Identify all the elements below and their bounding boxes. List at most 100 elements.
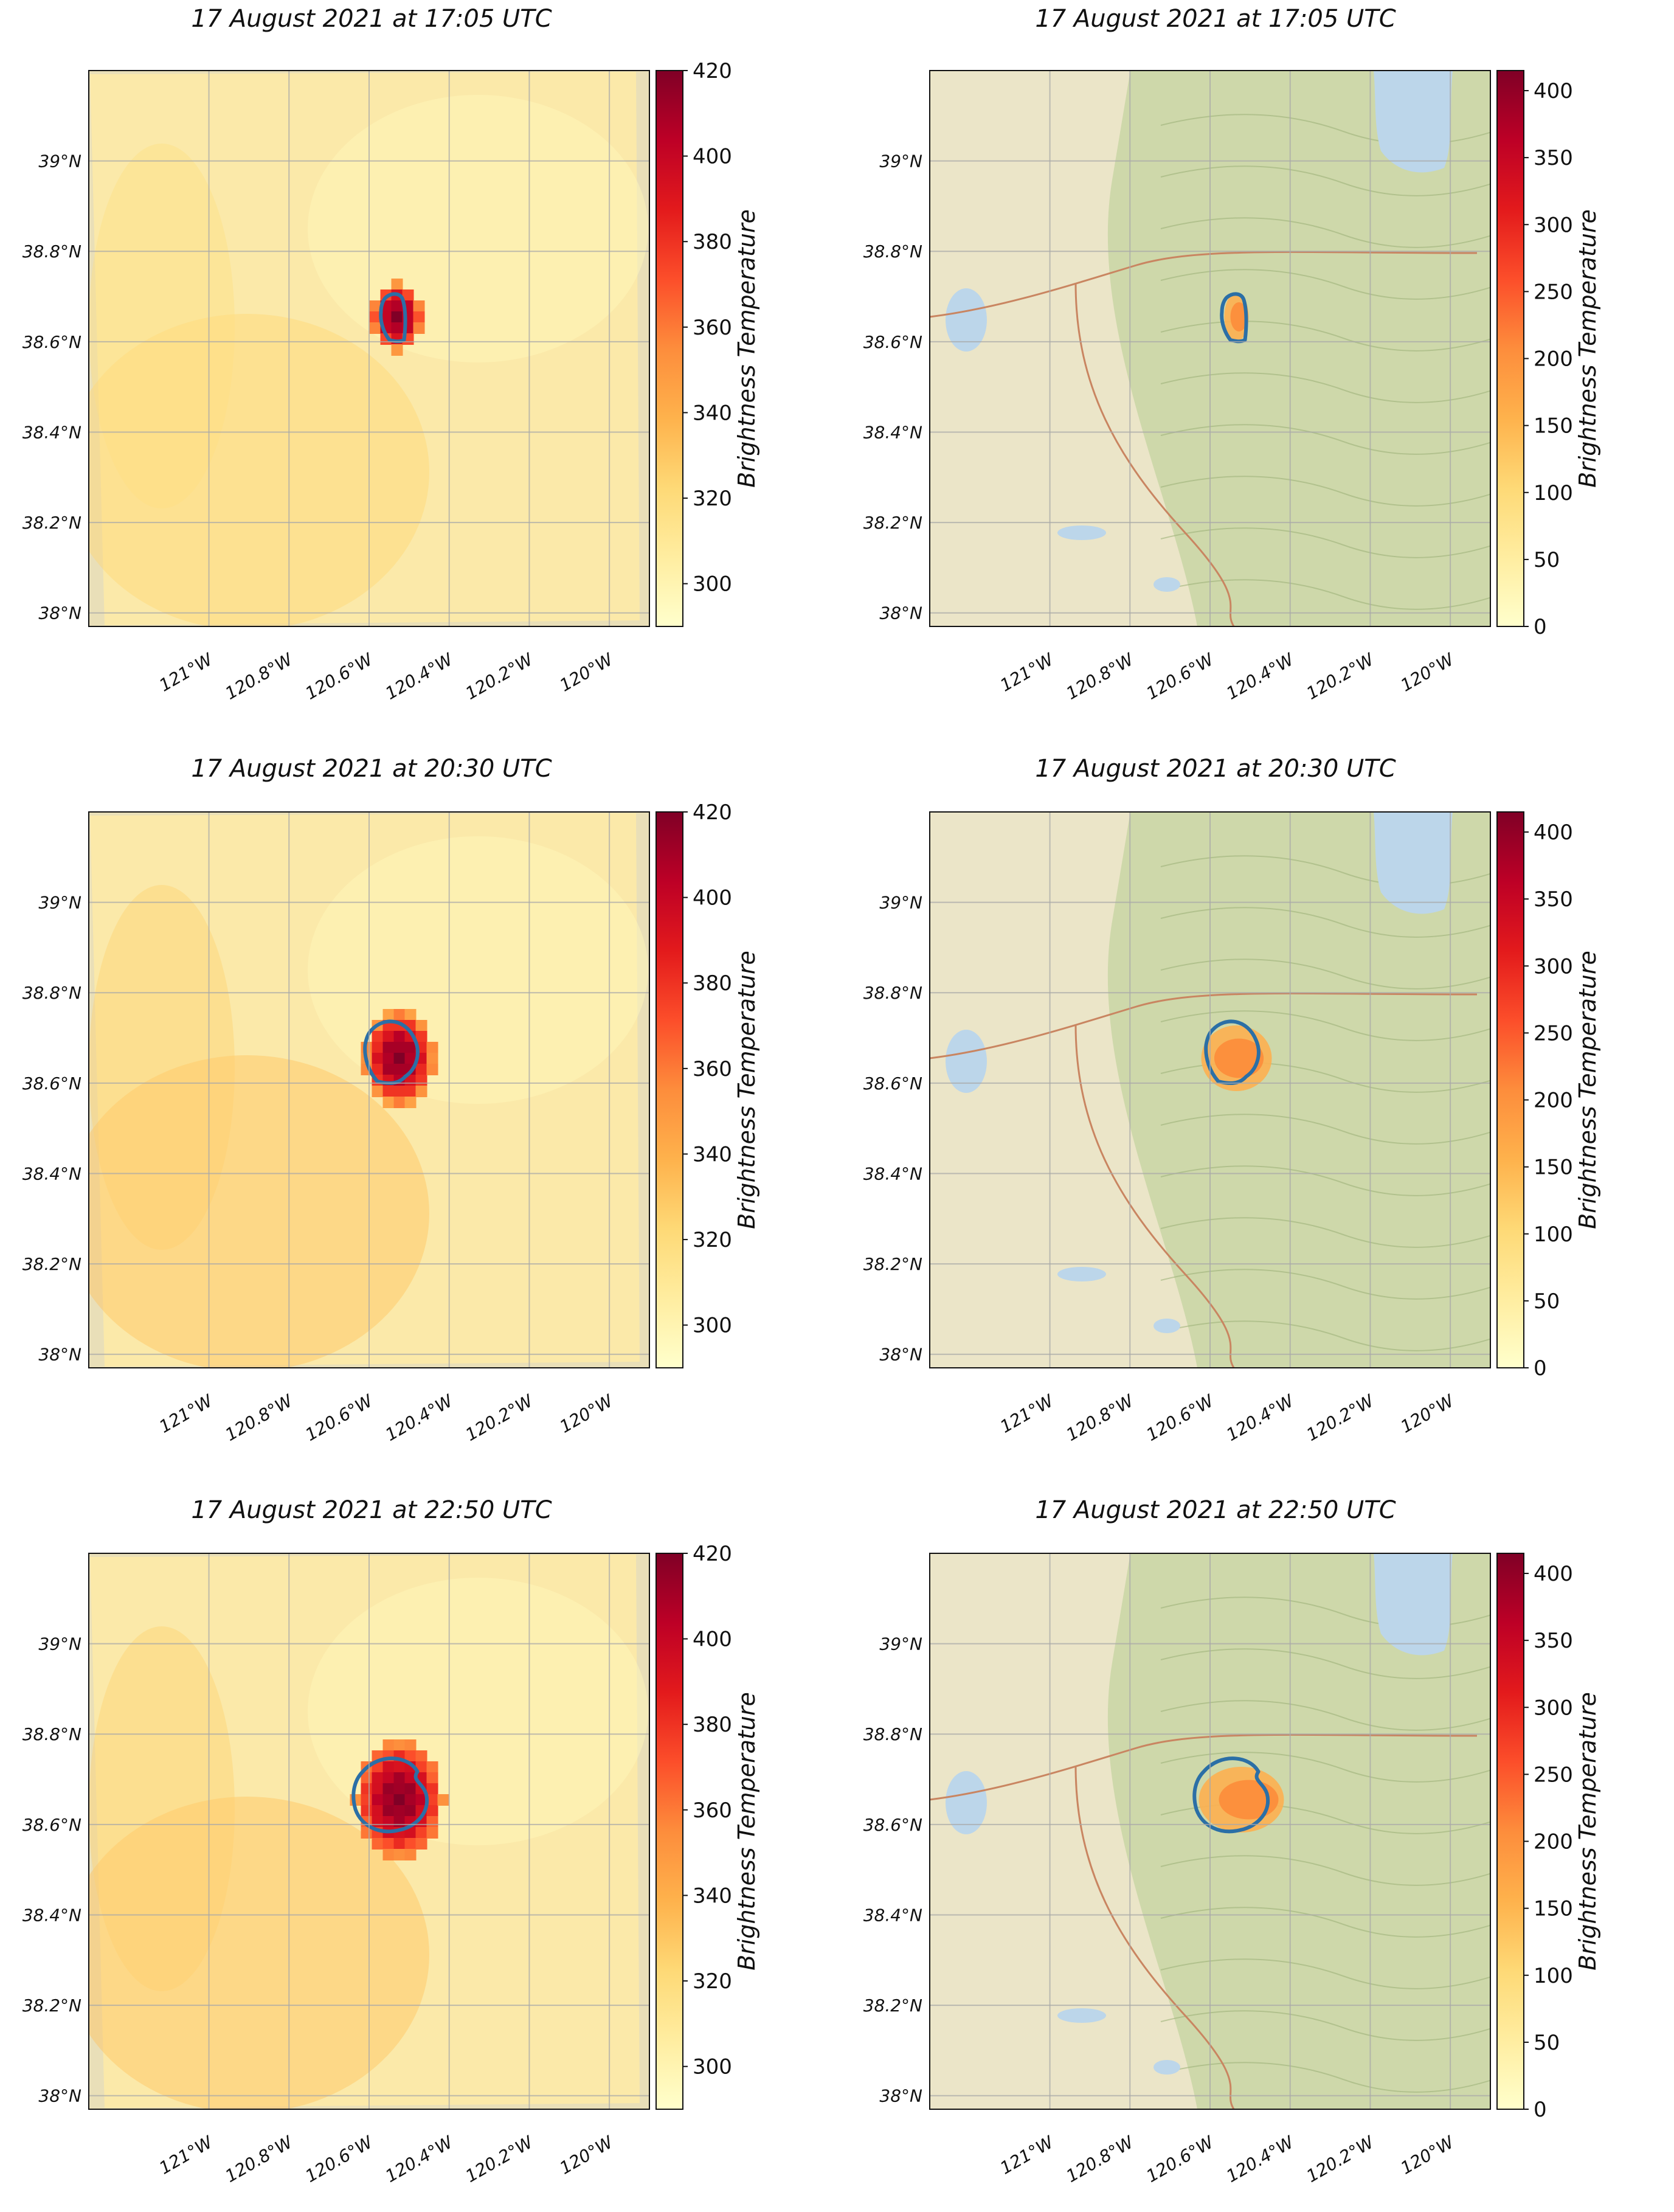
lat-tick-label: 38°N <box>879 2086 922 2106</box>
colorbar-tick-label: 320 <box>693 487 732 511</box>
ridge-line <box>1160 1165 1490 1196</box>
colorbar-tick-label: 340 <box>693 1884 732 1908</box>
map-area <box>930 812 1490 1368</box>
fire-pixel <box>382 1030 395 1042</box>
fire-pixel <box>393 1085 406 1097</box>
fire-pixel <box>372 1030 384 1042</box>
ridge-line <box>1160 1958 1490 1989</box>
map-panel: 17 August 2021 at 20:30 UTC 39°N 38.8°N 38.… <box>841 741 1674 1471</box>
lon-tick-label: 120.6°W <box>1143 2132 1217 2186</box>
fire-pixel <box>415 1085 427 1097</box>
ridge-line <box>1160 1269 1490 1300</box>
fire-pixel <box>372 1063 384 1075</box>
lat-tick-label: 38.4°N <box>863 1905 922 1925</box>
lat-tick-label: 39°N <box>879 893 922 913</box>
fire-pixel <box>393 1848 406 1860</box>
fire-pixel <box>426 1805 438 1817</box>
lat-tick-label: 38°N <box>879 603 922 623</box>
colorbar: 0 50 100 150 200 250 300 350 400 Brightness Tempe… <box>1496 1553 1601 2122</box>
fire-pixel <box>415 1750 427 1762</box>
highway <box>1074 283 1235 626</box>
fire-pixel <box>372 1783 384 1795</box>
colorbar-tick-label: 400 <box>693 1628 732 1652</box>
fire-pixel <box>393 1052 406 1064</box>
lat-tick-label: 38.8°N <box>22 241 81 262</box>
ridge-line <box>1160 1597 1490 1628</box>
colorbar-tick-label: 0 <box>1534 2098 1547 2122</box>
colorbar-tick-label: 400 <box>1534 79 1573 103</box>
fire-pixel <box>369 322 381 334</box>
colorbar-gradient <box>1496 1553 1524 2110</box>
map-frame <box>929 70 1491 627</box>
fire-pixel <box>391 278 403 290</box>
satellite-background <box>89 71 649 626</box>
fire-pixel <box>382 1052 395 1064</box>
colorbar-tick-label: 380 <box>693 1713 732 1737</box>
fire-pixel <box>369 311 381 323</box>
fire-pixel <box>404 1794 417 1806</box>
map-area <box>89 71 649 626</box>
fire-pixel <box>415 1074 427 1086</box>
colorbar-tick-label: 100 <box>1534 1222 1573 1247</box>
colorbar-tick-label: 360 <box>693 1057 732 1081</box>
cool-patch <box>308 836 648 1104</box>
fire-pixel <box>426 1815 438 1828</box>
fire-pixel <box>382 1761 395 1773</box>
fire-pixel <box>404 1096 417 1108</box>
lake-tahoe <box>1374 1553 1453 1656</box>
lon-tick-label: 121°W <box>997 2132 1057 2179</box>
fire-detection <box>1201 1019 1272 1091</box>
colorbar-gradient <box>655 70 683 627</box>
panel-title: 17 August 2021 at 22:50 UTC <box>191 1496 552 1524</box>
lat-tick-label: 39°N <box>38 1634 81 1654</box>
fire-core <box>1230 302 1248 331</box>
colorbar: 0 50 100 150 200 250 300 350 400 Brightness Tempe… <box>1496 811 1601 1381</box>
lat-tick-label: 38.2°N <box>863 1254 922 1274</box>
colorbar-tick-label: 300 <box>1534 954 1573 979</box>
fire-pixel <box>391 344 403 356</box>
colorbar-tick-label: 400 <box>1534 820 1573 845</box>
fire-pixel <box>372 1815 384 1828</box>
basemap-background <box>930 71 1490 626</box>
panel-title: 17 August 2021 at 20:30 UTC <box>1035 755 1396 783</box>
colorbar-tick-label: 300 <box>1534 213 1573 237</box>
fire-pixel <box>391 300 403 312</box>
reservoir <box>1153 2060 1180 2075</box>
ridge-line <box>1160 2010 1490 2041</box>
colorbar-tick-label: 380 <box>693 971 732 996</box>
lon-tick-label: 120.6°W <box>302 2132 376 2186</box>
lat-tick-label: 39°N <box>879 1634 922 1654</box>
folsom-lake <box>946 1030 987 1093</box>
lon-tick-label: 120°W <box>556 649 617 696</box>
lon-tick-label: 120.4°W <box>382 2132 457 2186</box>
colorbar-tick-label: 250 <box>1534 1763 1573 1787</box>
lon-tick-label: 121°W <box>156 1390 216 1437</box>
lon-tick-label: 120.8°W <box>1063 649 1138 704</box>
highway <box>930 251 1478 318</box>
lon-tick-label: 120°W <box>1397 1390 1458 1437</box>
fire-pixel <box>382 1848 395 1860</box>
lon-tick-label: 120.2°W <box>462 1390 537 1445</box>
warm-patch <box>89 1797 429 2109</box>
fire-pixel <box>415 1030 427 1042</box>
ridge-line <box>1160 2062 1490 2093</box>
fire-detection <box>1192 1756 1284 1834</box>
reservoir <box>1057 525 1106 540</box>
fire-pixel <box>393 1794 406 1806</box>
colorbar-title: Brightness Temperature <box>1574 1692 1601 1971</box>
colorbar-gradient <box>655 1553 683 2110</box>
fire-pixel <box>372 1837 384 1850</box>
lat-tick-label: 38.4°N <box>22 1905 81 1925</box>
lat-tick-label: 38.6°N <box>863 1815 922 1835</box>
ridge-line <box>1160 1648 1490 1679</box>
colorbar-tick-label: 340 <box>693 1142 732 1167</box>
lon-tick-label: 120.2°W <box>1303 649 1378 704</box>
ridge-line <box>1160 372 1490 403</box>
colorbar: 300 320 340 360 380 400 420 Brightness Temperat… <box>655 59 760 627</box>
fire-pixel <box>393 1805 406 1817</box>
fire-pixel <box>426 1063 438 1075</box>
warm-patch <box>89 1626 235 1991</box>
